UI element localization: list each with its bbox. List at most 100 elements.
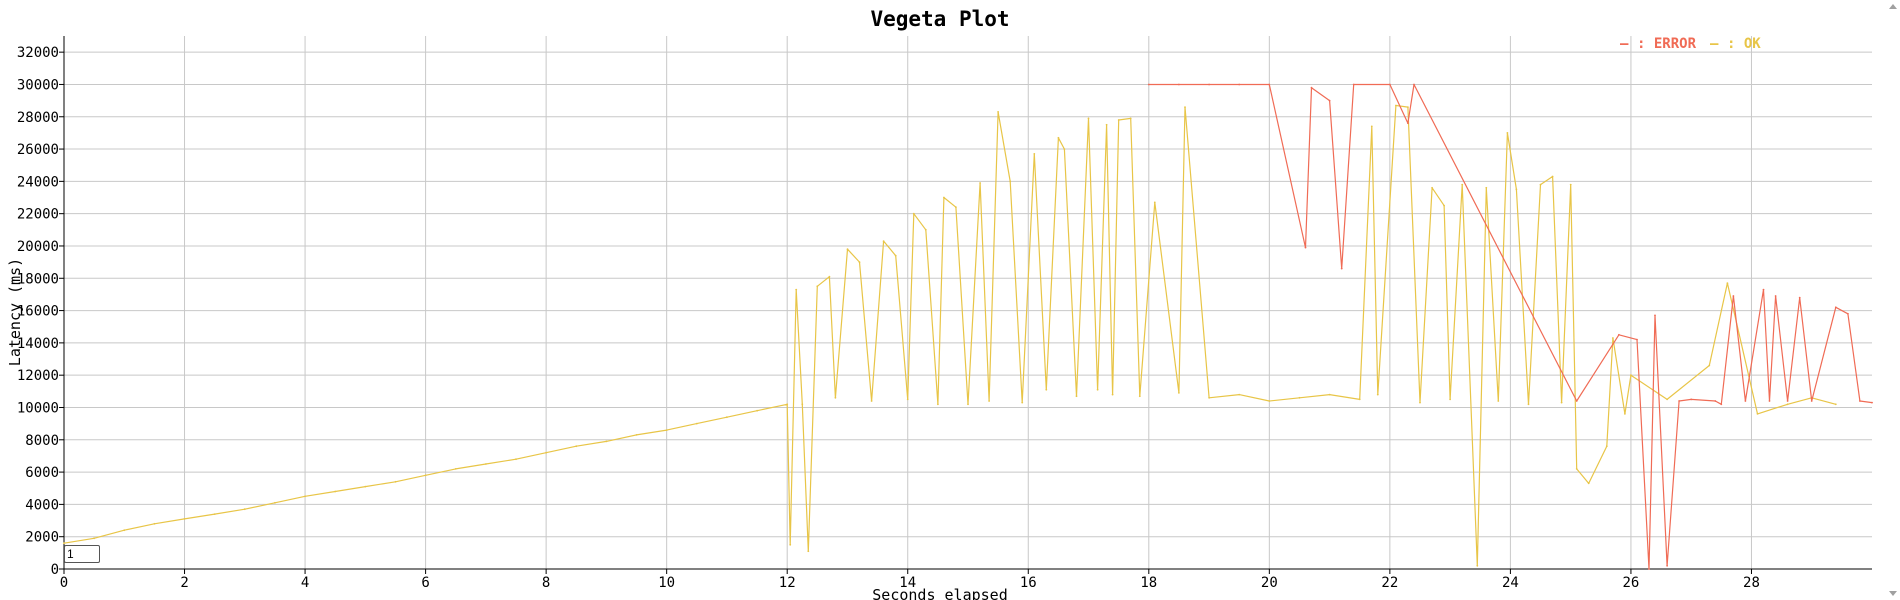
legend-error-label: : ERROR <box>1637 36 1697 52</box>
data-point-ok <box>1238 393 1241 396</box>
data-point-ok <box>1575 468 1578 470</box>
data-point-ok <box>183 518 186 520</box>
data-point-error <box>1732 295 1735 297</box>
data-point-error <box>1648 568 1650 570</box>
data-point-ok <box>1184 106 1186 108</box>
y-tick-label: 24000 <box>17 174 59 190</box>
data-point-ok <box>1009 180 1012 183</box>
data-point-ok <box>756 409 758 412</box>
data-point-ok <box>786 403 789 406</box>
data-point-ok <box>364 485 367 488</box>
data-point-error <box>1798 296 1801 299</box>
x-tick-label: 24 <box>1502 575 1519 591</box>
data-point-ok <box>858 261 861 263</box>
data-point-error <box>1744 400 1747 402</box>
data-point-ok <box>1834 403 1837 406</box>
data-point-ok <box>828 275 831 278</box>
x-tick-label: 6 <box>421 575 429 591</box>
data-point-error <box>1714 400 1717 402</box>
data-point-ok <box>1033 153 1036 155</box>
scroll-up-icon[interactable] <box>1889 4 1897 9</box>
data-point-ok <box>882 240 885 243</box>
x-tick-label: 4 <box>301 575 309 591</box>
data-point-ok <box>801 403 804 406</box>
y-tick-label: 8000 <box>25 433 59 449</box>
data-point-error <box>1636 338 1638 341</box>
data-point-ok <box>1268 400 1271 402</box>
data-point-ok <box>1376 393 1379 396</box>
zoom-level-input[interactable] <box>64 545 100 563</box>
x-tick-label: 8 <box>542 575 550 591</box>
data-point-ok <box>1560 401 1563 404</box>
vertical-scrollbar[interactable] <box>1886 0 1900 600</box>
data-point-error <box>1678 400 1680 402</box>
x-tick-label: 2 <box>180 575 188 591</box>
scroll-down-icon[interactable] <box>1889 591 1897 596</box>
data-point-ok <box>1756 413 1759 415</box>
data-point-ok <box>1178 392 1180 394</box>
data-point-ok <box>988 400 990 402</box>
data-point-ok <box>93 537 95 540</box>
data-point-ok <box>1358 398 1361 401</box>
y-tick-label: 18000 <box>17 271 59 287</box>
data-point-ok <box>575 445 578 448</box>
data-point-ok <box>894 254 897 257</box>
data-point-ok <box>424 474 427 477</box>
data-point-error <box>1304 246 1307 249</box>
axes <box>59 36 1872 574</box>
data-point-error <box>1847 312 1849 315</box>
data-point-ok <box>1111 393 1114 396</box>
y-tick-label: 10000 <box>17 400 59 416</box>
data-point-error <box>1859 400 1861 402</box>
data-point-error <box>1720 403 1723 406</box>
legend-ok-label: : OK <box>1727 36 1761 52</box>
data-point-ok <box>924 228 927 231</box>
data-point-ok <box>605 440 608 443</box>
tick-labels: 0 2 4 6 8 10 12 14 16 18 20 22 24 26 28020004000600080… <box>17 45 1760 591</box>
grid <box>63 36 1872 570</box>
data-point-ok <box>1497 400 1500 402</box>
data-point-ok <box>1419 401 1421 404</box>
data-point-ok <box>1587 482 1590 485</box>
data-point-ok <box>213 513 216 515</box>
data-point-ok <box>1096 388 1099 391</box>
y-tick-label: 20000 <box>17 239 59 255</box>
y-tick-label: 30000 <box>17 77 59 93</box>
y-tick-label: 0 <box>51 562 59 578</box>
data-point-ok <box>1370 125 1373 128</box>
data-point-ok <box>635 434 638 436</box>
data-point-ok <box>943 196 945 199</box>
data-point-ok <box>955 206 957 209</box>
y-tick-label: 16000 <box>17 304 59 320</box>
data-point-ok <box>906 398 909 401</box>
data-point-ok <box>1431 186 1433 189</box>
data-point-ok <box>1021 401 1024 404</box>
data-point-ok <box>1612 337 1614 339</box>
data-point-ok <box>454 468 457 470</box>
y-tick-label: 2000 <box>25 530 59 546</box>
data-point-error <box>1352 83 1355 86</box>
data-point-error <box>1786 400 1789 402</box>
y-tick-label: 12000 <box>17 368 59 384</box>
data-point-error <box>1666 564 1668 567</box>
data-point-ok <box>334 490 337 493</box>
data-point-ok <box>1630 374 1632 377</box>
data-point-ok <box>123 529 126 532</box>
data-point-error <box>1407 122 1409 125</box>
data-point-error <box>1654 314 1656 317</box>
data-point-ok <box>979 182 981 184</box>
data-point-ok <box>1138 395 1141 398</box>
data-point-ok <box>1527 403 1530 406</box>
data-point-error <box>1810 400 1813 402</box>
data-point-error <box>1690 398 1693 401</box>
data-point-ok <box>912 212 915 215</box>
y-tick-label: 22000 <box>17 207 59 223</box>
data-point-ok <box>1476 564 1479 567</box>
data-point-ok <box>807 550 810 553</box>
data-point-ok <box>274 501 276 504</box>
data-point-ok <box>1449 398 1451 401</box>
data-point-ok <box>1063 148 1066 151</box>
data-point-ok <box>515 458 517 461</box>
data-point-error <box>1340 267 1343 270</box>
